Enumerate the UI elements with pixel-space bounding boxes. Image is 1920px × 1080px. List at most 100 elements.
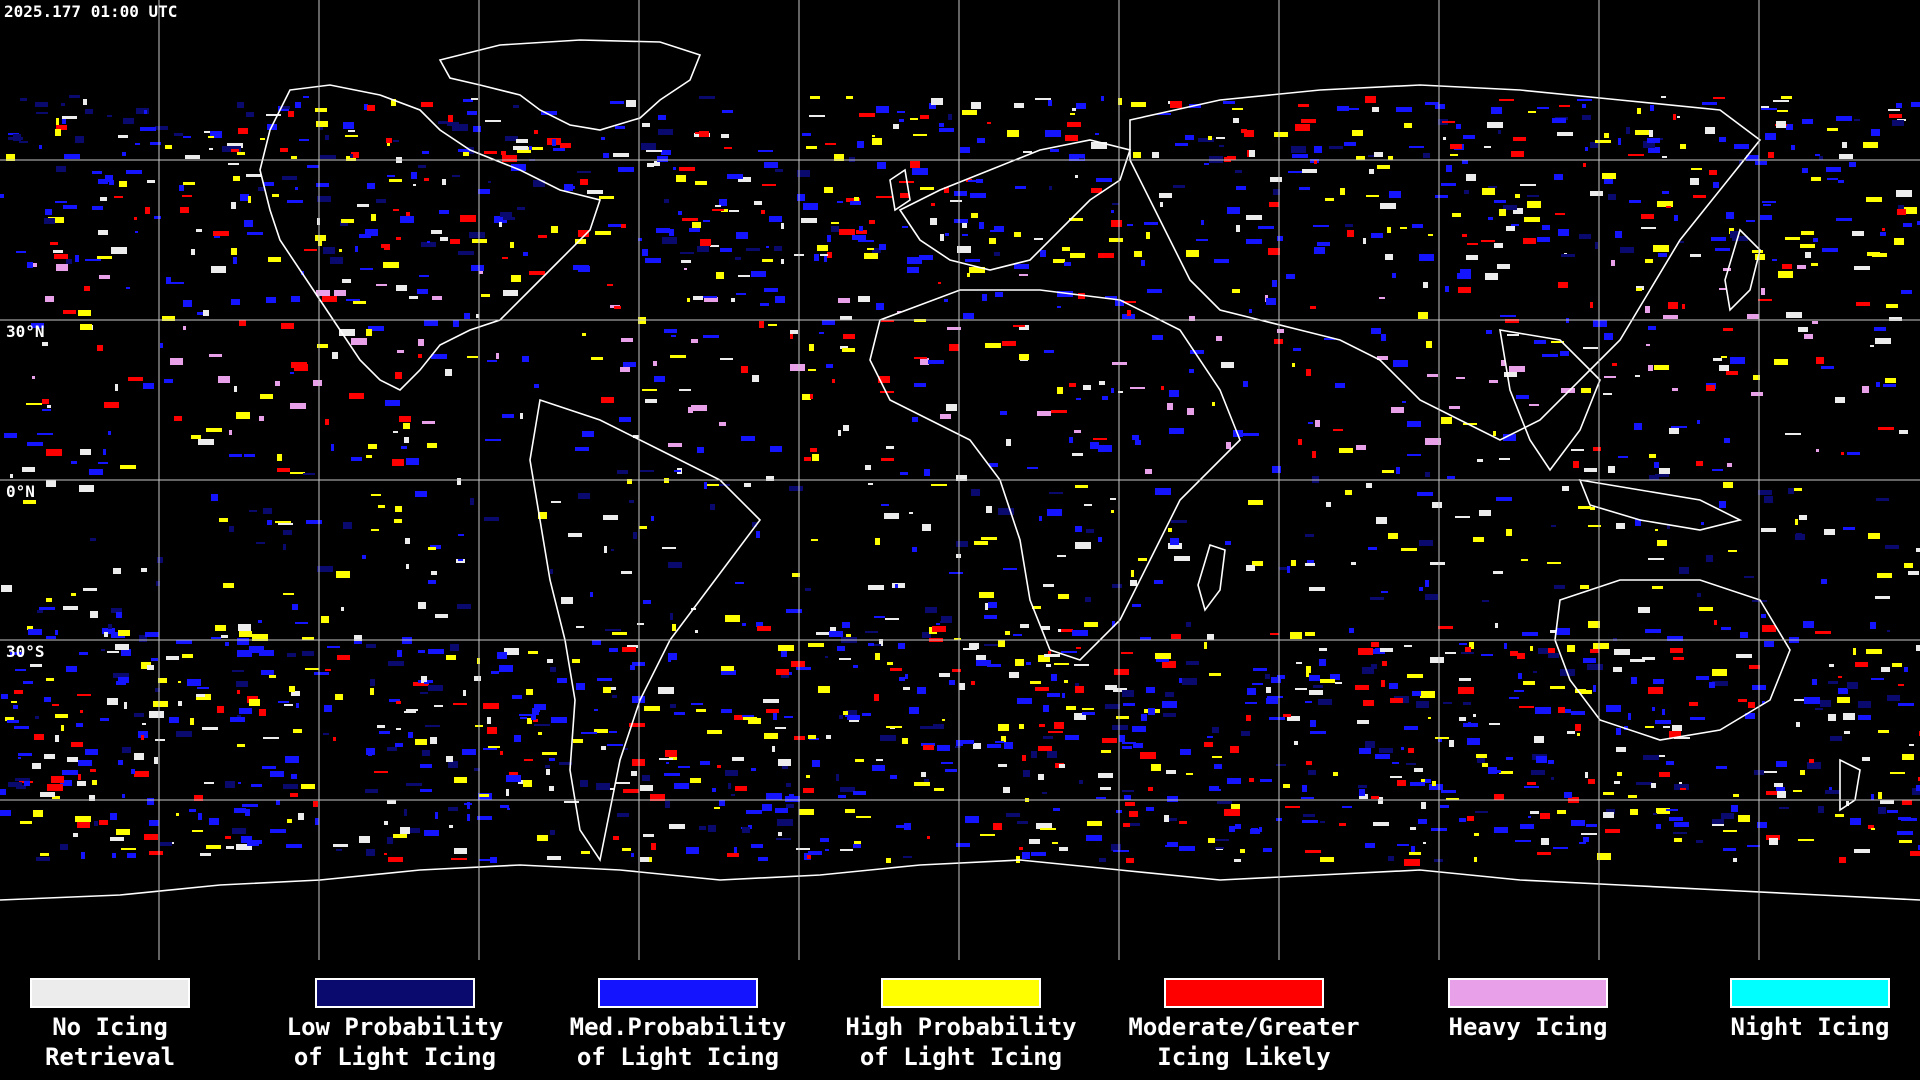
- icing-pixel: [1059, 764, 1065, 768]
- icing-pixel: [238, 624, 251, 631]
- icing-pixel: [1755, 254, 1765, 260]
- icing-pixel: [909, 707, 919, 714]
- icing-pixel: [1335, 383, 1345, 388]
- icing-pixel: [789, 672, 792, 675]
- icing-pixel: [420, 764, 432, 768]
- icing-pixel: [1288, 171, 1304, 173]
- icing-pixel: [1098, 537, 1102, 542]
- icing-pixel: [362, 555, 366, 559]
- icing-pixel: [1748, 702, 1755, 708]
- icing-pixel: [31, 323, 44, 328]
- icing-pixel: [668, 653, 677, 660]
- icing-pixel: [483, 748, 497, 750]
- icing-pixel: [511, 275, 521, 282]
- icing-pixel: [18, 753, 32, 756]
- icing-pixel: [1019, 354, 1029, 360]
- icing-pixel: [719, 199, 727, 206]
- icing-pixel: [1272, 280, 1277, 287]
- icing-pixel: [448, 807, 458, 811]
- icing-pixel: [346, 156, 356, 161]
- icing-pixel: [852, 235, 866, 240]
- icing-pixel: [550, 667, 556, 672]
- icing-pixel: [1494, 794, 1504, 800]
- icing-pixel: [1578, 506, 1591, 509]
- icing-pixel: [1866, 649, 1882, 654]
- icing-pixel: [34, 734, 44, 740]
- icing-pixel: [236, 412, 250, 419]
- icing-pixel: [247, 232, 263, 235]
- icing-pixel: [534, 724, 550, 726]
- icing-pixel: [366, 455, 372, 458]
- icing-pixel: [1491, 107, 1502, 114]
- icing-pixel: [1457, 273, 1471, 279]
- icing-pixel: [1409, 146, 1424, 148]
- icing-pixel: [601, 137, 605, 140]
- icing-pixel: [665, 750, 677, 757]
- icing-pixel: [676, 175, 686, 182]
- icing-pixel: [1613, 667, 1622, 672]
- icing-pixel: [810, 394, 813, 399]
- icing-pixel: [71, 742, 83, 747]
- icing-pixel: [332, 352, 338, 359]
- icing-pixel: [1628, 795, 1637, 798]
- icing-pixel: [1164, 815, 1169, 822]
- icing-pixel: [1523, 238, 1536, 244]
- icing-pixel: [487, 727, 497, 734]
- icing-pixel: [701, 296, 717, 298]
- icing-pixel: [868, 483, 873, 485]
- icing-pixel: [1880, 800, 1894, 804]
- icing-pixel: [944, 187, 949, 193]
- icing-pixel: [225, 781, 235, 788]
- icing-pixel: [920, 358, 929, 365]
- icing-pixel: [1146, 687, 1155, 693]
- icing-pixel: [1388, 156, 1393, 160]
- icing-pixel: [717, 765, 721, 768]
- icing-pixel: [1535, 707, 1551, 714]
- icing-pixel: [1076, 398, 1081, 400]
- icing-pixel: [668, 562, 682, 568]
- icing-pixel: [742, 715, 754, 717]
- icing-pixel: [1309, 690, 1323, 695]
- icing-pixel: [762, 184, 776, 186]
- icing-pixel: [1555, 213, 1565, 215]
- icing-pixel: [239, 320, 246, 326]
- icing-pixel: [941, 762, 953, 764]
- icing-pixel: [1855, 662, 1868, 667]
- icing-pixel: [1404, 645, 1412, 647]
- icing-pixel: [1225, 541, 1231, 545]
- icing-pixel: [1715, 248, 1730, 251]
- icing-pixel: [1039, 724, 1045, 727]
- icing-pixel: [450, 239, 460, 244]
- icing-pixel: [467, 111, 477, 115]
- icing-pixel: [1171, 634, 1181, 639]
- icing-pixel: [275, 381, 280, 386]
- icing-pixel: [396, 237, 401, 240]
- icing-pixel: [792, 573, 800, 577]
- icing-pixel: [1747, 314, 1759, 319]
- icing-pixel: [1156, 657, 1169, 662]
- icing-pixel: [263, 737, 279, 739]
- icing-pixel: [1425, 779, 1431, 783]
- icing-pixel: [903, 687, 910, 690]
- icing-pixel: [77, 694, 91, 696]
- icing-pixel: [797, 170, 810, 177]
- icing-pixel: [1266, 687, 1271, 693]
- icing-pixel: [485, 120, 501, 122]
- icing-pixel: [1236, 186, 1246, 190]
- icing-pixel: [1003, 787, 1010, 793]
- icing-pixel: [1740, 632, 1748, 638]
- icing-pixel: [661, 150, 671, 155]
- icing-pixel: [1630, 659, 1645, 662]
- icing-pixel: [1095, 133, 1099, 135]
- icing-pixel: [1165, 845, 1168, 847]
- icing-pixel: [1711, 237, 1726, 241]
- icing-pixel: [1376, 517, 1387, 524]
- icing-pixel: [409, 296, 418, 299]
- icing-pixel: [1391, 407, 1404, 413]
- icing-pixel: [1302, 785, 1307, 792]
- icing-pixel: [856, 230, 867, 234]
- icing-pixel: [1337, 106, 1349, 111]
- icing-pixel: [1377, 165, 1390, 169]
- icing-pixel: [984, 615, 997, 619]
- icing-pixel: [623, 748, 628, 750]
